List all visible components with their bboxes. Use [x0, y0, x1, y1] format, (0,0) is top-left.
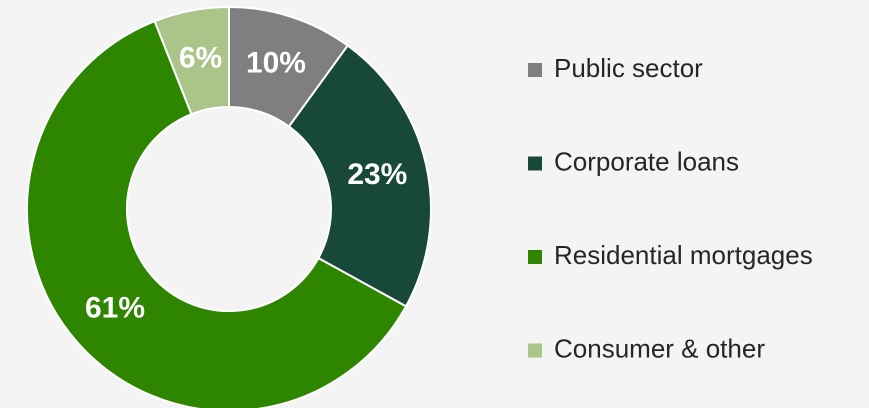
legend-swatch — [528, 156, 542, 171]
legend-swatch — [528, 250, 542, 264]
data-label: 61% — [85, 291, 145, 324]
legend-label: Public sector — [554, 53, 703, 83]
legend-label: Corporate loans — [554, 146, 739, 176]
legend-label: Consumer & other — [554, 333, 765, 363]
slice — [26, 19, 408, 408]
legend-label: Residential mortgages — [554, 240, 813, 270]
data-label: 10% — [246, 46, 306, 79]
slice — [287, 44, 432, 308]
data-label: 23% — [347, 158, 407, 191]
data-label: 6% — [179, 42, 222, 75]
slice — [153, 5, 230, 116]
legend-swatch — [528, 343, 542, 358]
legend-swatch — [528, 63, 542, 77]
